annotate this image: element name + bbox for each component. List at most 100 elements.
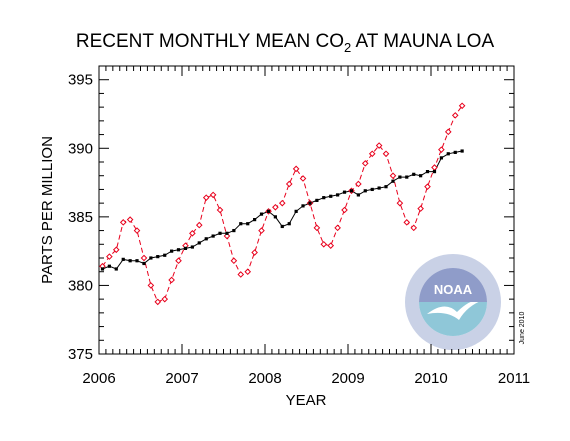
trend-point (163, 253, 167, 257)
trend-point (412, 172, 416, 176)
trend-point (149, 256, 153, 260)
trend-point (370, 187, 374, 192)
trend-point (225, 231, 229, 235)
monthly-mean-point (327, 242, 335, 249)
monthly-mean-point (285, 180, 293, 188)
trend-point (232, 228, 236, 233)
trend-point (204, 237, 208, 241)
trend-point (239, 222, 243, 226)
monthly-mean-point (444, 128, 452, 136)
monthly-mean-point (119, 219, 127, 226)
monthly-mean-point (451, 112, 459, 119)
chart-title-main: RECENT MONTHLY MEAN CO (76, 31, 344, 52)
trend-point (356, 193, 360, 197)
x-tick-label: 2010 (414, 370, 447, 387)
noaa-logo: NOAA (405, 254, 501, 350)
monthly-mean-point (313, 224, 321, 232)
monthly-mean-point (126, 216, 134, 223)
trend-point (259, 212, 264, 216)
trend-point (336, 193, 340, 197)
monthly-mean-point (396, 199, 404, 207)
trend-point (121, 257, 125, 261)
trend-point (170, 249, 174, 253)
series-trend-line (102, 150, 463, 270)
x-tick-label: 2006 (82, 370, 115, 387)
y-tick-label: 390 (68, 140, 93, 157)
y-tick-label: 395 (68, 72, 93, 89)
monthly-mean-point (292, 165, 300, 173)
trend-point (128, 259, 132, 263)
trend-point (301, 204, 305, 208)
trend-point (391, 179, 395, 183)
monthly-mean-point (147, 282, 155, 289)
trend-point (329, 194, 333, 198)
monthly-mean-point (361, 160, 369, 167)
trend-point (246, 222, 250, 226)
trend-point (294, 209, 298, 213)
monthly-mean-point (258, 227, 265, 234)
trend-point (135, 259, 139, 263)
chart-title-tail: AT MAUNA LOA (351, 31, 494, 52)
monthly-mean-point (216, 206, 224, 214)
monthly-mean-point (334, 224, 341, 232)
monthly-mean-point (403, 219, 411, 226)
monthly-mean-point (133, 227, 141, 234)
trend-point (197, 241, 201, 245)
series-layer (99, 102, 466, 306)
trend-point (405, 175, 409, 179)
monthly-mean-point (410, 224, 418, 232)
monthly-mean-point (375, 142, 383, 149)
noaa-logo-text: NOAA (434, 282, 473, 297)
monthly-mean-point (389, 172, 397, 180)
x-tick-label: 2009 (331, 370, 364, 387)
trend-point (453, 150, 457, 154)
monthly-mean-point (202, 194, 210, 201)
trend-point (363, 189, 367, 193)
monthly-mean-point (382, 150, 390, 158)
trend-point (280, 224, 284, 229)
chart-title: RECENT MONTHLY MEAN CO2 AT MAUNA LOA (76, 31, 495, 55)
trend-point (273, 215, 277, 219)
trend-point (114, 267, 118, 271)
trend-point (439, 156, 443, 160)
trend-point (156, 255, 160, 259)
trend-point (377, 186, 381, 190)
monthly-mean-point (154, 298, 162, 306)
monthly-mean-point (112, 246, 120, 254)
trend-point (384, 185, 388, 189)
monthly-mean-point (424, 183, 431, 190)
monthly-mean-point (195, 221, 203, 229)
trend-point (460, 149, 464, 153)
trend-point (446, 152, 450, 156)
monthly-mean-point (417, 205, 424, 212)
trend-point (142, 261, 146, 266)
trend-point (266, 209, 271, 213)
monthly-mean-point (341, 206, 348, 214)
y-tick-label: 380 (68, 277, 93, 294)
trend-point (176, 248, 181, 252)
monthly-mean-point (368, 150, 376, 158)
monthly-mean-point (431, 164, 438, 171)
monthly-mean-point (168, 276, 175, 284)
monthly-mean-point (106, 253, 113, 260)
trend-point (183, 246, 188, 250)
trend-point (190, 245, 194, 249)
monthly-mean-point (209, 191, 217, 199)
trend-point (107, 264, 111, 268)
y-tick-label: 385 (68, 209, 93, 226)
monthly-mean-point (272, 203, 279, 211)
monthly-mean-point (320, 240, 328, 248)
trend-point (315, 198, 319, 202)
trend-point (425, 170, 430, 174)
x-tick-label: 2011 (498, 370, 530, 387)
monthly-mean-point (161, 295, 169, 303)
trend-point (211, 234, 215, 238)
trend-point (342, 190, 347, 194)
monthly-mean-point (140, 254, 148, 262)
monthly-mean-point (278, 199, 286, 207)
monthly-mean-point (438, 146, 445, 153)
trend-point (398, 175, 402, 179)
trend-point (419, 174, 423, 178)
monthly-mean-point (175, 257, 182, 265)
